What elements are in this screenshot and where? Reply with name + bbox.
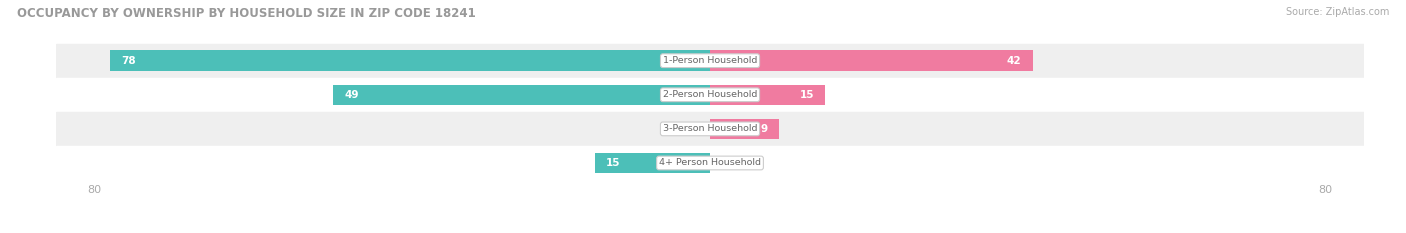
Text: 4+ Person Household: 4+ Person Household — [659, 158, 761, 168]
Bar — [56, 78, 1364, 112]
Text: OCCUPANCY BY OWNERSHIP BY HOUSEHOLD SIZE IN ZIP CODE 18241: OCCUPANCY BY OWNERSHIP BY HOUSEHOLD SIZE… — [17, 7, 475, 20]
Text: 2-Person Household: 2-Person Household — [662, 90, 758, 99]
Bar — [595, 153, 710, 173]
Bar — [56, 44, 1364, 78]
Bar — [110, 51, 710, 71]
Bar — [56, 146, 1364, 180]
Text: 42: 42 — [1007, 56, 1022, 66]
Bar — [333, 85, 710, 105]
Text: 49: 49 — [344, 90, 359, 100]
Text: 0: 0 — [721, 158, 728, 168]
Text: 78: 78 — [122, 56, 136, 66]
Text: 15: 15 — [800, 90, 814, 100]
Bar — [710, 51, 1033, 71]
Text: 0: 0 — [692, 124, 699, 134]
Bar — [710, 85, 825, 105]
Text: 3-Person Household: 3-Person Household — [662, 124, 758, 133]
Text: 9: 9 — [761, 124, 768, 134]
Bar — [710, 119, 779, 139]
Text: 1-Person Household: 1-Person Household — [662, 56, 758, 65]
Text: 15: 15 — [606, 158, 620, 168]
Text: Source: ZipAtlas.com: Source: ZipAtlas.com — [1285, 7, 1389, 17]
Bar — [56, 112, 1364, 146]
